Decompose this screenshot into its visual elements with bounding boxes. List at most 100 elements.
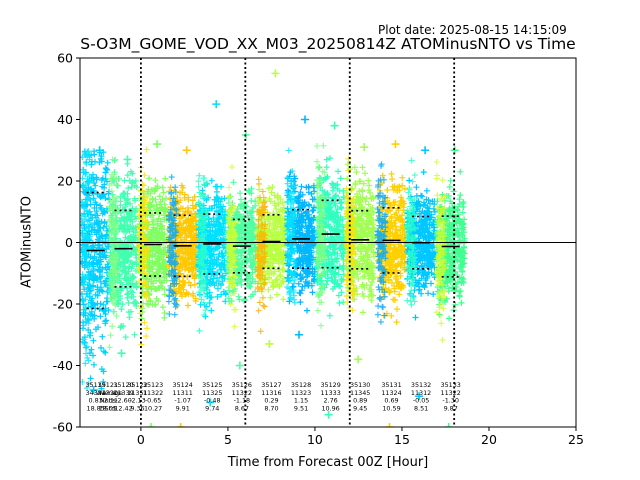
- orbit-stat-35124-1: 11311: [173, 389, 193, 397]
- orbit-stat-35125-2: -0.48: [204, 397, 221, 405]
- orbit-scatter-35128: [284, 115, 318, 339]
- orbit-extreme-35125: [206, 398, 215, 407]
- extra-stat-1-3: 9.36: [130, 404, 144, 412]
- orbit-scatter-35132: [404, 146, 438, 401]
- orbit-stat-35124-0: 35124: [173, 381, 193, 389]
- orbit-stat-35128-2: 1.15: [294, 397, 308, 405]
- y-tick-label--60: -60: [53, 420, 73, 435]
- orbit-stat-35131-3: 10.59: [382, 404, 400, 412]
- orbit-stat-35130-2: 0.89: [353, 397, 367, 405]
- orbit-scatter-35130: [343, 143, 378, 364]
- orbit-stat-35131-0: 35131: [381, 381, 401, 389]
- extra-stat-1-0: 35122: [127, 381, 147, 389]
- orbit-points-edge-35131: [374, 161, 389, 325]
- orbit-stat-35130-3: 9.45: [353, 404, 367, 412]
- orbit-stat-35123-2: -0.65: [145, 397, 162, 405]
- orbit-stat-35124-3: 9.91: [176, 404, 190, 412]
- orbit-stat-35123-3: 10.27: [144, 404, 162, 412]
- orbit-stat-35132-2: -0.05: [413, 397, 430, 405]
- x-tick-label-15: 15: [394, 432, 410, 447]
- x-tick-label-20: 20: [481, 432, 497, 447]
- orbit-stat-35119-3: 18.85: [87, 404, 105, 412]
- x-tick-label-0: 0: [137, 432, 145, 447]
- orbit-scatter-35127: [254, 69, 289, 348]
- orbit-stat-35123-1: 11322: [143, 389, 163, 397]
- orbit-stat-35129-1: 11333: [320, 389, 340, 397]
- orbit-stat-35132-0: 35132: [411, 381, 431, 389]
- orbit-extreme-35128: [295, 330, 304, 339]
- orbit-extreme-35132: [415, 392, 424, 401]
- orbit-stat-35119-0: 35119: [85, 381, 105, 389]
- orbit-stat-35130-1: 11345: [350, 389, 370, 397]
- orbit-scatter-35124: [165, 146, 200, 427]
- orbit-stat-35132-3: 8.51: [414, 404, 428, 412]
- y-axis-label: ATOMinusNTO: [19, 195, 35, 289]
- extra-stat-0-2: Nobs: [100, 397, 117, 405]
- y-tick-label--20: -20: [53, 297, 73, 312]
- orbit-scatter-35125: [195, 100, 229, 407]
- orbit-extreme-35125: [212, 100, 221, 109]
- extra-stat-0-3: 18.05: [99, 404, 117, 412]
- orbit-stat-35127-1: 11316: [261, 389, 281, 397]
- orbit-stat-35127-3: 8.70: [264, 404, 278, 412]
- orbit-points-edge-35133: [433, 159, 448, 343]
- orbit-stat-35133-1: 11322: [441, 389, 461, 397]
- extra-stat-2-3: Std: [105, 404, 116, 412]
- orbit-points-edge-35123: [136, 146, 151, 348]
- extra-stat-1-1: 11351: [127, 389, 147, 397]
- orbit-extreme-35120: [123, 155, 132, 164]
- orbit-extreme-35128: [301, 115, 310, 124]
- orbit-stat-35120-1: 11339: [113, 389, 133, 397]
- orbit-extreme-35133: [444, 423, 453, 427]
- orbit-stat-35129-3: 10.96: [321, 404, 339, 412]
- orbit-extreme-35123: [147, 423, 156, 427]
- orbit-stat-35131-2: 0.69: [384, 397, 398, 405]
- orbit-stat-35125-1: 11325: [202, 389, 222, 397]
- orbit-scatter-35119: [80, 146, 113, 395]
- axes: 0 5 10 15 20 25 60 40 20 0 -20 -40 -60: [53, 51, 584, 448]
- x-tick-label-10: 10: [307, 432, 323, 447]
- orbit-stat-35124-2: -1.07: [174, 397, 191, 405]
- orbit-stat-35120-3: 12.42: [114, 404, 132, 412]
- orbit-stat-35126-1: 11322: [232, 389, 252, 397]
- orbit-stat-35120-2: -2.60: [115, 397, 132, 405]
- orbit-stat-35120-0: 35120: [113, 381, 133, 389]
- orbit-extreme-35130: [354, 355, 363, 364]
- y-tick-label-40: 40: [57, 112, 73, 127]
- orbit-stat-35133-3: 9.87: [444, 404, 458, 412]
- plot-date: Plot date: 2025-08-15 14:15:09: [378, 23, 567, 37]
- x-tick-label-25: 25: [568, 432, 584, 447]
- orbit-stat-35129-0: 35129: [320, 381, 340, 389]
- orbit-scatter-35129: [313, 121, 348, 419]
- reference-lines: [80, 58, 576, 427]
- orbit-extreme-35124: [176, 423, 185, 427]
- orbit-points-edge-35127: [254, 176, 269, 335]
- orbit-stat-35131-1: 11324: [381, 389, 401, 397]
- orbit-extreme-35123: [153, 140, 162, 149]
- orbit-extreme-35131: [385, 423, 394, 427]
- y-tick-label--40: -40: [53, 358, 73, 373]
- extra-stat-1-2: -2.13: [129, 397, 146, 405]
- orbit-points-edge-35119: [80, 148, 93, 392]
- orbit-points-edge-35120: [106, 156, 121, 351]
- orbit-stat-35119-1: 34331: [85, 389, 105, 397]
- orbit-stat-35132-1: 11312: [411, 389, 431, 397]
- orbit-stat-35133-2: -1.30: [442, 397, 459, 405]
- orbit-extreme-35127: [271, 69, 280, 78]
- orbit-stat-35130-0: 35130: [350, 381, 370, 389]
- orbit-points-edge-35130: [343, 155, 358, 314]
- orbit-extreme-35120: [117, 349, 126, 358]
- extra-stat-0-0: 35121: [98, 381, 118, 389]
- orbit-extreme-35129: [324, 410, 333, 419]
- orbit-stat-35127-0: 35127: [261, 381, 281, 389]
- orbit-extreme-35131: [391, 140, 400, 149]
- orbit-stat-35127-2: 0.29: [264, 397, 278, 405]
- orbit-stat-35129-2: 2.76: [323, 397, 337, 405]
- orbit-stat-35119-2: 0.83: [89, 397, 103, 405]
- orbit-points-edge-35128: [284, 147, 298, 306]
- orbit-extreme-35126: [235, 361, 244, 370]
- y-tick-label-60: 60: [57, 51, 73, 66]
- orbit-extreme-35132: [421, 146, 430, 155]
- orbit-points-edge-35125: [195, 172, 210, 334]
